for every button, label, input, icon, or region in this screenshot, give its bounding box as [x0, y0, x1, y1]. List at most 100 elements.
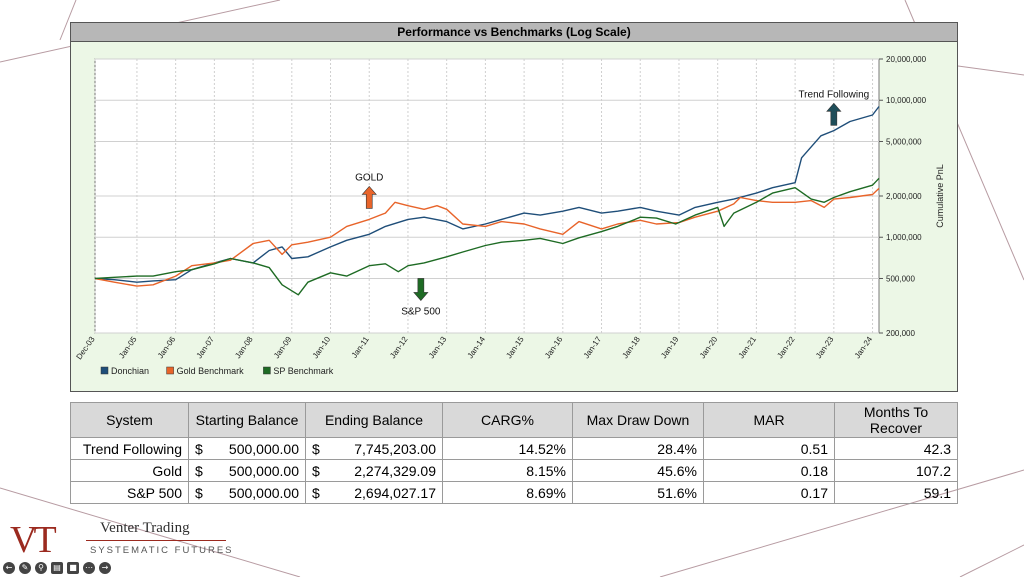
legend-label: Gold Benchmark: [177, 366, 245, 376]
legend-label: Donchian: [111, 366, 149, 376]
cell-starting-balance: $500,000.00: [188, 437, 306, 460]
amount: 2,274,329.09: [354, 462, 436, 479]
legend-swatch: [166, 366, 174, 375]
x-tick-label: Jan-09: [272, 335, 294, 361]
col-header-max-draw-down: Max Draw Down: [572, 402, 704, 438]
cell-months-to-recover: 59.1: [834, 481, 958, 504]
legend-label: SP Benchmark: [273, 366, 333, 376]
logo-divider: [86, 540, 226, 541]
y-tick-label: 1,000,000: [886, 233, 922, 242]
series-line-gold-benchmark: [94, 187, 880, 287]
captions-icon[interactable]: ▤: [51, 562, 63, 574]
currency-sign: $: [312, 440, 320, 457]
cell-carg: 8.69%: [442, 481, 573, 504]
cell-ending-balance: $2,694,027.17: [305, 481, 443, 504]
x-tick-label: Jan-12: [388, 335, 410, 361]
cell-carg: 14.52%: [442, 437, 573, 460]
amount: 2,694,027.17: [354, 484, 436, 501]
more-icon[interactable]: ⋯: [83, 562, 95, 574]
cell-system: Gold: [70, 459, 189, 482]
x-tick-label: Jan-05: [117, 335, 139, 361]
annotation-label: S&P 500: [401, 306, 441, 317]
annotation-label: GOLD: [355, 172, 383, 183]
x-tick-label: Jan-16: [543, 335, 565, 361]
x-tick-label: Jan-21: [737, 335, 759, 361]
col-header-carg: CARG%: [442, 402, 573, 438]
y-tick-label: 2,000,000: [886, 192, 922, 201]
x-tick-label: Jan-08: [233, 335, 255, 361]
x-tick-label: Jan-18: [620, 335, 642, 361]
currency-sign: $: [195, 484, 203, 501]
x-tick-label: Jan-17: [582, 335, 604, 361]
col-header-system: System: [70, 402, 189, 438]
table-row: Trend Following $500,000.00 $7,745,203.0…: [70, 437, 958, 460]
cell-max-draw-down: 28.4%: [572, 437, 704, 460]
legend-swatch: [263, 366, 271, 375]
cell-system: Trend Following: [70, 437, 189, 460]
x-tick-label: Jan-24: [853, 335, 875, 361]
currency-sign: $: [195, 440, 203, 457]
annotation-label: Trend Following: [798, 89, 869, 100]
zoom-icon[interactable]: ⚲: [35, 562, 47, 574]
performance-table: System Starting Balance Ending Balance C…: [70, 402, 958, 504]
col-header-ending-balance: Ending Balance: [305, 402, 443, 438]
company-logo: VT Venter Trading SYSTEMATIC FUTURES: [8, 518, 238, 563]
amount: 500,000.00: [228, 462, 299, 479]
x-tick-label: Jan-11: [350, 335, 371, 360]
y-tick-label: 10,000,000: [886, 96, 927, 105]
cell-mar: 0.18: [703, 459, 835, 482]
cell-starting-balance: $500,000.00: [188, 459, 306, 482]
chart-title: Performance vs Benchmarks (Log Scale): [71, 23, 957, 42]
cell-ending-balance: $2,274,329.09: [305, 459, 443, 482]
cell-system: S&P 500: [70, 481, 189, 504]
chart-panel: Performance vs Benchmarks (Log Scale) De…: [70, 22, 958, 392]
x-tick-label: Dec-03: [74, 335, 96, 362]
presentation-toolbar: ← ✎ ⚲ ▤ ■ ⋯ →: [3, 562, 111, 576]
cell-starting-balance: $500,000.00: [188, 481, 306, 504]
table-header-row: System Starting Balance Ending Balance C…: [70, 402, 958, 438]
camera-icon[interactable]: ■: [67, 562, 79, 574]
x-tick-label: Jan-10: [311, 335, 333, 361]
currency-sign: $: [312, 462, 320, 479]
col-header-mar: MAR: [703, 402, 835, 438]
x-tick-label: Jan-19: [659, 335, 681, 361]
x-tick-label: Jan-20: [698, 335, 720, 361]
table-row: Gold $500,000.00 $2,274,329.09 8.15% 45.…: [70, 459, 958, 482]
table-row: S&P 500 $500,000.00 $2,694,027.17 8.69% …: [70, 481, 958, 504]
x-tick-label: Jan-06: [156, 335, 178, 361]
logo-mark: VT: [10, 519, 57, 561]
annotation-arrow: [413, 278, 429, 301]
x-tick-label: Jan-14: [466, 335, 488, 361]
performance-chart: Dec-03 Jan-05 Jan-06 Jan-07 Jan-08 Jan-09 Jan-…: [74, 55, 945, 376]
forward-icon[interactable]: →: [99, 562, 111, 574]
amount: 7,745,203.00: [354, 440, 436, 457]
amount: 500,000.00: [228, 484, 299, 501]
y-tick-label: 200,000: [886, 329, 915, 338]
pen-icon[interactable]: ✎: [19, 562, 31, 574]
cell-months-to-recover: 107.2: [834, 459, 958, 482]
cell-months-to-recover: 42.3: [834, 437, 958, 460]
currency-sign: $: [195, 462, 203, 479]
col-header-starting-balance: Starting Balance: [188, 402, 306, 438]
x-tick-label: Jan-15: [504, 335, 526, 361]
y-tick-label: 5,000,000: [886, 137, 922, 146]
cell-mar: 0.17: [703, 481, 835, 504]
cell-mar: 0.51: [703, 437, 835, 460]
logo-company-name: Venter Trading: [100, 520, 190, 536]
x-tick-label: Jan-07: [195, 335, 217, 361]
legend-swatch: [100, 366, 109, 375]
cell-ending-balance: $7,745,203.00: [305, 437, 443, 460]
y-tick-label: 20,000,000: [886, 55, 927, 64]
col-header-months-to-recover: Months To Recover: [834, 402, 958, 438]
y-axis-title: Cumulative PnL: [935, 164, 945, 228]
x-tick-label: Jan-23: [814, 335, 836, 361]
logo-tagline: SYSTEMATIC FUTURES: [90, 545, 234, 556]
amount: 500,000.00: [228, 440, 299, 457]
series-line-sp-benchmark: [94, 177, 880, 296]
annotation-arrow: [826, 102, 842, 126]
x-tick-label: Jan-22: [775, 335, 797, 361]
cell-max-draw-down: 45.6%: [572, 459, 704, 482]
cell-carg: 8.15%: [442, 459, 573, 482]
back-icon[interactable]: ←: [3, 562, 15, 574]
currency-sign: $: [312, 484, 320, 501]
